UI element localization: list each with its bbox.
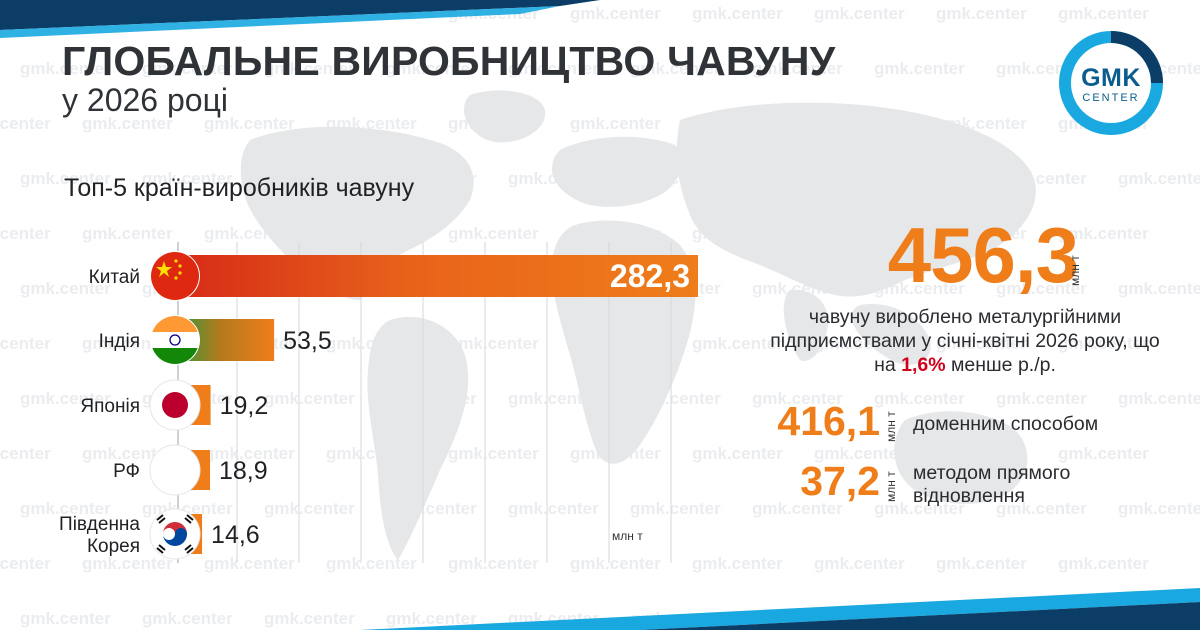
bar-value-label: 19,2 — [220, 392, 269, 420]
map-india-sub — [783, 289, 829, 361]
logo-text: GMK — [1081, 64, 1141, 92]
map-south-america — [367, 316, 469, 560]
map-australia — [894, 411, 1028, 504]
total-unit: млн т — [1068, 255, 1082, 286]
total-value: 456,3 — [887, 211, 1079, 299]
map-se-asia — [851, 304, 931, 365]
category-label: Південна Корея — [59, 514, 140, 557]
direct-reduction-value: 37,2 — [800, 458, 880, 504]
logo-subtext: CENTER — [1082, 92, 1140, 104]
china-flag-icon — [150, 251, 200, 301]
unit-label: млн т — [612, 529, 643, 543]
description-highlight: 1,6% — [901, 354, 946, 376]
total-block: 456,3 — [852, 210, 1079, 300]
chart-title: Топ-5 країн-виробників чавуну — [64, 174, 415, 202]
blast-furnace-label: доменним способом — [913, 413, 1099, 435]
japan-flag-icon — [149, 379, 201, 431]
description-text-2: менше р./р. — [945, 354, 1056, 376]
map-greenland — [464, 90, 546, 143]
bar-value-label: 53,5 — [283, 327, 332, 355]
category-label: Індія — [99, 331, 140, 352]
category-label: РФ — [113, 461, 140, 482]
blast-furnace-value: 416,1 — [777, 398, 880, 444]
bar-value-label: 282,3 — [610, 258, 690, 294]
category-label: Японія — [80, 396, 140, 417]
gmk-center-logo: GMK CENTER — [1058, 30, 1164, 136]
direct-reduction-unit: млн т — [884, 471, 898, 502]
india-flag-icon — [150, 315, 200, 365]
map-asia — [676, 102, 1036, 297]
bar-value-label: 18,9 — [219, 457, 268, 485]
page-title: ГЛОБАЛЬНЕ ВИРОБНИЦТВО ЧАВУНУ — [62, 38, 836, 84]
direct-reduction-label: методом прямого відновлення — [913, 462, 1071, 507]
logo-ring-icon — [1059, 31, 1163, 135]
russia-flag-icon — [149, 444, 201, 496]
map-europe — [552, 136, 683, 207]
bar-chart: 282,3 Китай 53,5 Індія 19,2 Японія 18,9 РФ 14,6 П… — [59, 242, 698, 563]
bar-value-label: 14,6 — [211, 521, 260, 549]
blast-furnace-unit: млн т — [884, 411, 898, 442]
bar-0 — [175, 255, 698, 297]
page-subtitle: у 2026 році — [62, 82, 228, 118]
category-label: Китай — [89, 267, 140, 288]
summary-description: чавуну вироблено металургійними підприєм… — [770, 305, 1160, 377]
south-korea-flag-icon — [149, 508, 201, 560]
description-text-1: чавуну вироблено металургійними підприєм… — [770, 306, 1160, 376]
